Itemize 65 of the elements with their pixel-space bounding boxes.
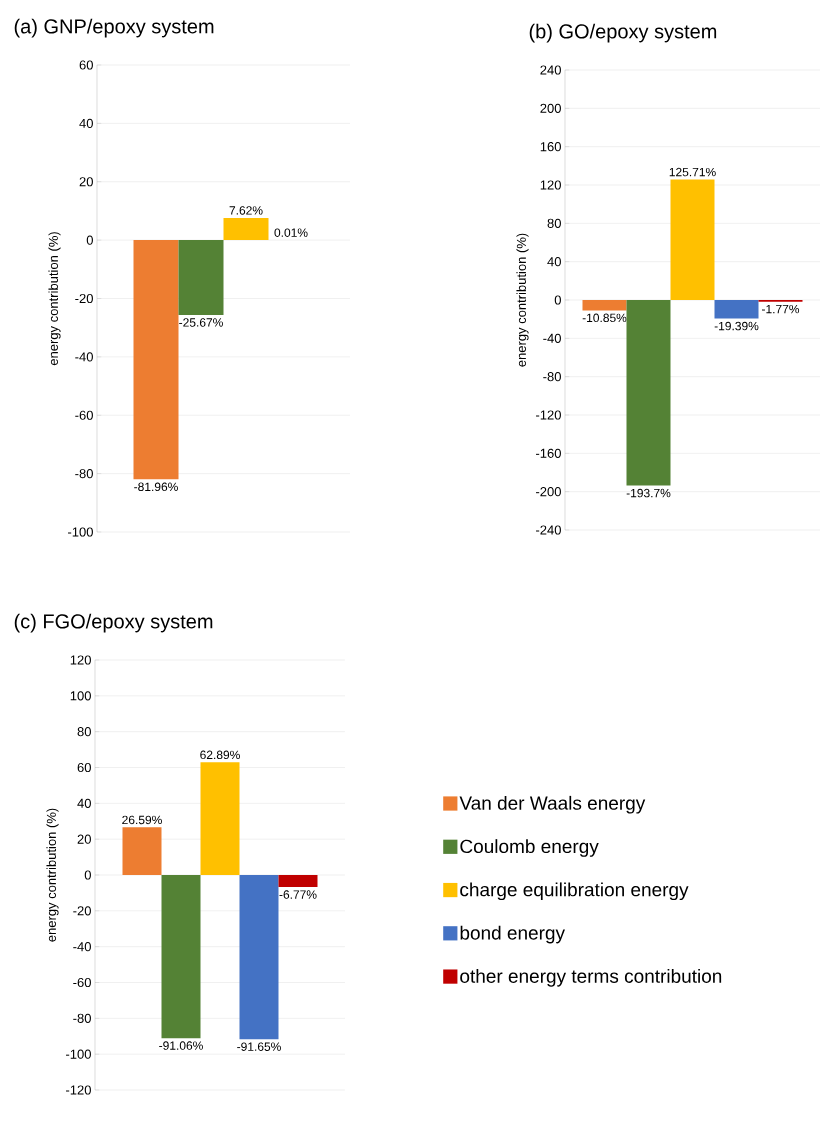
data-label: -19.39% <box>714 321 759 331</box>
y-tick-label: 160 <box>540 142 561 152</box>
data-label: 125.71% <box>669 167 716 177</box>
y-tick-label: -200 <box>536 487 561 497</box>
y-tick-label: -160 <box>536 448 561 458</box>
y-tick-label: 40 <box>547 257 561 267</box>
y-tick-label: 120 <box>70 655 91 665</box>
y-tick-label: -60 <box>75 410 93 420</box>
bar <box>200 762 240 875</box>
y-axis-title: energy contribution (%) <box>46 808 59 942</box>
y-tick-label: 60 <box>77 762 91 773</box>
y-axis-title: energy contribution (%) <box>48 232 61 366</box>
y-tick-label: 200 <box>540 103 561 113</box>
data-label: -91.06% <box>159 1041 203 1050</box>
y-tick-label: 20 <box>79 177 93 187</box>
y-tick-label: 40 <box>77 798 91 808</box>
y-tick-label: 40 <box>79 118 93 128</box>
y-tick-label: -80 <box>73 1013 91 1023</box>
y-tick-label: 20 <box>77 834 91 844</box>
y-tick-label: 0 <box>554 295 561 305</box>
y-tick-label: -120 <box>66 1085 91 1095</box>
y-tick-label: -60 <box>73 977 91 988</box>
data-label: -193.7% <box>626 488 671 498</box>
legend-label: charge equilibration energy <box>460 882 689 901</box>
legend-label: bond energy <box>460 925 565 944</box>
data-label: -91.65% <box>237 1042 281 1051</box>
y-tick-label: -40 <box>73 942 91 952</box>
y-tick-label: 240 <box>540 65 561 75</box>
y-axis-title: energy contribution (%) <box>516 233 529 367</box>
y-tick-label: -100 <box>66 1049 91 1059</box>
bar <box>239 874 279 1040</box>
bar <box>122 827 162 875</box>
data-label: -81.96% <box>134 482 178 492</box>
y-tick-label: -100 <box>68 527 93 537</box>
y-tick-label: -240 <box>536 525 561 535</box>
legend-label: other energy terms contribution <box>460 968 722 987</box>
legend-label: Coulomb energy <box>460 839 599 857</box>
data-label: 62.89% <box>200 750 240 760</box>
y-tick-label: 120 <box>540 180 561 190</box>
chart-title: (a) GNP/epoxy system <box>14 18 214 38</box>
data-label: -6.77% <box>279 890 317 899</box>
chart-title: (c) FGO/epoxy system <box>14 613 213 633</box>
data-label: 7.62% <box>229 206 263 215</box>
y-tick-label: -20 <box>73 906 91 916</box>
legend-label: Van der Waals energy <box>459 795 646 814</box>
y-tick-label: -40 <box>75 352 93 362</box>
bar <box>278 874 318 888</box>
y-tick-label: -120 <box>536 410 561 420</box>
y-tick-label: -80 <box>75 469 93 479</box>
data-label: 26.59% <box>122 815 162 825</box>
bar <box>161 874 201 1039</box>
y-tick-label: 100 <box>70 691 91 701</box>
y-tick-label: 0 <box>84 870 91 880</box>
data-label: -25.67% <box>179 318 223 327</box>
y-tick-label: 80 <box>547 218 561 228</box>
y-tick-label: -40 <box>543 333 561 343</box>
data-label: 0.01% <box>274 228 308 237</box>
y-tick-label: 80 <box>77 727 91 737</box>
y-tick-label: -80 <box>543 372 561 382</box>
chart-title: (b) GO/epoxy system <box>529 23 717 43</box>
y-tick-label: 60 <box>79 60 93 70</box>
y-tick-label: 0 <box>86 235 93 245</box>
y-tick-label: -20 <box>75 293 93 304</box>
data-label: -10.85% <box>582 313 627 323</box>
data-label: -1.77% <box>762 304 800 314</box>
